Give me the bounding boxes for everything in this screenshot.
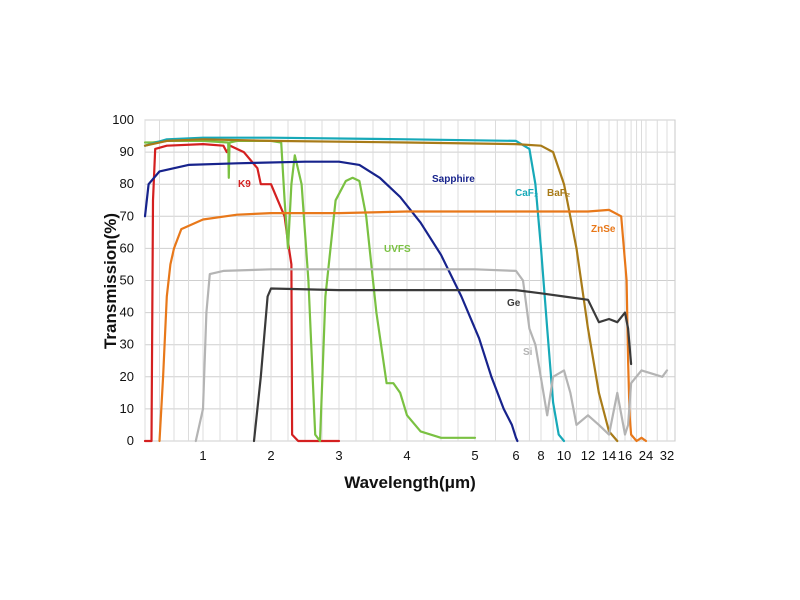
y-tick-label: 10 [120,401,134,416]
y-tick-label: 70 [120,208,134,223]
y-tick-label: 40 [120,305,134,320]
series-labels: K9 UVFS Sapphire CaF₂ BaF₂ ZnSe Ge Si [238,174,616,358]
x-tick-labels: 1 2 3 4 5 6 8 10 12 14 16 24 32 [199,448,674,463]
x-tick-label: 24 [639,448,653,463]
series-line-si [194,268,669,443]
x-tick-label: 1 [199,448,206,463]
series-line-uvfs [143,139,477,443]
x-axis-title: Wavelength(μm) [344,473,476,492]
y-tick-label: 20 [120,369,134,384]
y-tick-label: 30 [120,337,134,352]
y-tick-label: 90 [120,144,134,159]
x-tick-label: 2 [267,448,274,463]
series-line-ge [252,287,633,443]
y-tick-label: 60 [120,240,134,255]
x-tick-label: 32 [660,448,674,463]
series-label: Si [523,347,533,358]
y-tick-label: 100 [112,112,134,127]
x-tick-label: 10 [557,448,571,463]
grid [144,119,675,442]
y-tick-label: 0 [127,433,134,448]
y-tick-label: 50 [120,273,134,288]
series-label: ZnSe [591,224,616,235]
series-label: CaF₂ [515,188,538,199]
series-line-sapphire [143,160,519,443]
series-label: UVFS [384,244,411,255]
series-label: Ge [507,298,521,309]
series-group [143,136,669,443]
series-line-k9 [143,143,341,443]
y-tick-label: 80 [120,176,134,191]
x-tick-label: 14 [602,448,616,463]
series-line-znse [158,208,648,443]
y-axis-title: Transmission(%) [101,213,120,349]
x-tick-label: 3 [335,448,342,463]
x-tick-label: 16 [618,448,632,463]
series-label: Sapphire [432,174,475,185]
x-tick-label: 8 [537,448,544,463]
series-label: K9 [238,179,251,190]
x-tick-label: 4 [403,448,410,463]
y-tick-labels: 0 10 20 30 40 50 60 70 80 90 100 [112,112,134,448]
series-label: BaF₂ [547,188,570,199]
series-line-baf [143,138,619,443]
x-tick-label: 6 [512,448,519,463]
x-tick-label: 5 [471,448,478,463]
x-tick-label: 12 [581,448,595,463]
series-line-caf [143,136,566,443]
